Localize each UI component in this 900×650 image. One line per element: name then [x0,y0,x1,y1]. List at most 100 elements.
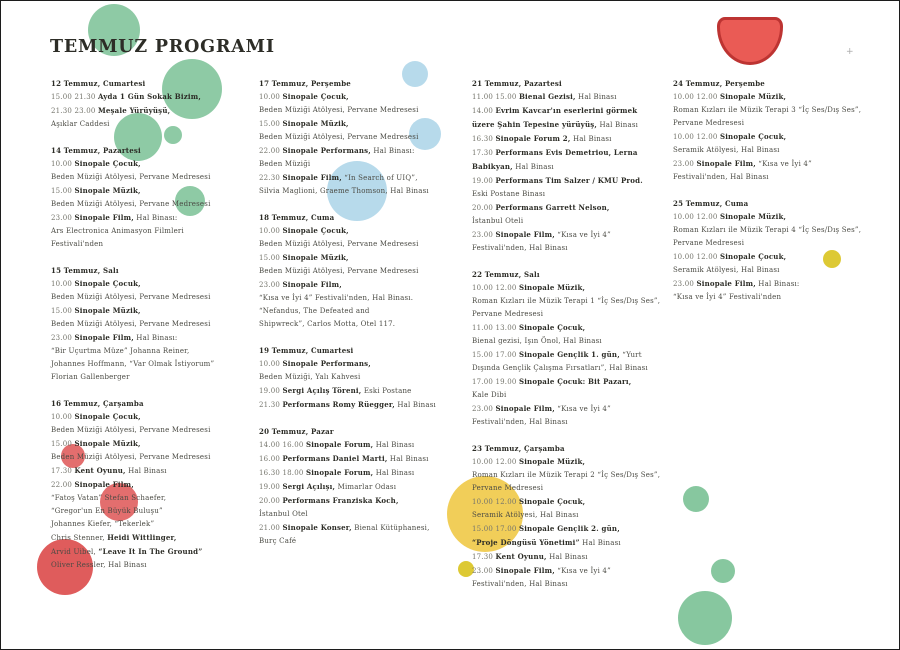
time-label: 20.00 [472,204,496,212]
event-text: Dışında Gençlik Çalışma Fırsatları”, Hal… [472,364,648,372]
program-line: İstanbul Otel [259,508,467,521]
time-label: 10.00 [51,280,75,288]
program-line: 23.00 Sinopale Film, “Kısa ve İyi 4” [472,564,680,578]
event-text: Ars Electronica Animasyon Filmleri [51,227,184,235]
program-line: 22.00 Sinopale Performans, Hal Binası: [259,144,467,158]
program-line: 23.00 Sinopale Film, Hal Binası: [51,331,259,345]
program-line: Beden Müziği Atölyesi, Pervane Medresesi [51,424,259,437]
program-line: Roman Kızları ile Müzik Terapi 2 “İç Ses… [472,469,680,482]
program-line: 10.00 12.00 Sinopale Müzik, [673,90,881,104]
program-line: Arvid Uibel, “Leave It In The Ground” [51,545,259,559]
event-text: Babikyan, [472,162,513,171]
event-text: Johannes Hoffmann, “Var Olmak İstiyorum” [51,360,215,368]
day-header: 21 Temmuz, Pazartesi [472,79,562,88]
event-text: Sinopale Müzik, [74,306,141,315]
program-line: 20.00 Performans Franziska Koch, [259,494,467,508]
event-text: Sergi Açılışı, [282,482,336,491]
program-line: 15.00 Sinopale Müzik, [51,437,259,451]
program-line: 17.30 Kent Oyunu, Hal Binası [472,550,680,564]
program-line: 16.30 Sinopale Forum 2, Hal Binası [472,132,680,146]
time-label: 10.00 12.00 [673,93,720,101]
time-label: 16.30 18.00 [259,469,306,477]
event-text: Seramik Atölyesi, Hal Binası [673,146,780,154]
program-line: 23.00 Sinopale Film, Hal Binası: [673,277,881,291]
event-text: Hal Binası [597,121,639,129]
program-line: 11.00 13.00 Sinopale Çocuk, [472,321,680,335]
program-line: Roman Kızları ile Müzik Terapi 1 “İç Ses… [472,295,680,308]
program-line: Pervane Medresesi [472,308,680,321]
time-label: 16.00 [259,455,283,463]
time-label: 19.00 [259,483,283,491]
program-line: Babikyan, Hal Binası [472,160,680,174]
event-text: Evrim Kavcar'ın eserlerini görmek [495,106,638,115]
program-line: Silvia Maglioni, Graeme Thomson, Hal Bin… [259,185,467,198]
event-text: Sinopale Gençlik 2. gün, [518,524,620,533]
program-day-block: 14 Temmuz, Pazartesi 10.00 Sinopale Çocuk… [51,144,259,251]
day-header: 22 Temmuz, Salı [472,270,540,279]
event-text: Sinopale Forum, [305,468,374,477]
program-line: 17.00 19.00 Sinopale Çocuk: Bit Pazarı, [472,375,680,389]
program-line: “Bir Uçurtma Müze” Johanna Reiner, [51,345,259,358]
time-label: 11.00 15.00 [472,93,519,101]
time-label: 23.00 [472,405,496,413]
program-line: 15.00 Sinopale Müzik, [259,251,467,265]
program-line: 10.00 12.00 Sinopale Çocuk, [472,495,680,509]
day-header: 25 Temmuz, Cuma [673,199,749,208]
event-text: Sinopale Performans, [282,359,371,368]
program-day-block: 22 Temmuz, Salı 10.00 12.00 Sinopale Müzi… [472,268,680,429]
program-line: İstanbul Oteli [472,215,680,228]
program-line: 22.30 Sinopale Film, “In Search of UIQ”, [259,171,467,185]
event-text: Sinopale Film, [282,280,342,289]
time-label: 10.00 12.00 [673,133,720,141]
program-line: Festivali'nden, Hal Binası [472,416,680,429]
program-line: Beden Müziği Atölyesi, Pervane Medresesi [259,265,467,278]
time-label: 15.00 [51,307,75,315]
program-line: Pervane Medresesi [673,237,881,250]
program-line: Beden Müziği Atölyesi, Pervane Medresesi [51,171,259,184]
event-text: Ayda 1 Gün Sokak Bizim, [97,92,201,101]
event-text: “Yurt [619,351,642,359]
program-line: 14.00 16.00 Sinopale Forum, Hal Binası [259,438,467,452]
event-text: Sinopale Müzik, [74,439,141,448]
program-column: 12 Temmuz, Cumartesi 15.00 21.30 Ayda 1 G… [51,77,259,585]
event-text: Sinopale Film, [74,213,134,222]
program-day-block: 20 Temmuz, Pazar 14.00 16.00 Sinopale For… [259,425,467,548]
program-line: Beden Müziği Atölyesi, Pervane Medresesi [51,318,259,331]
program-day-block: 21 Temmuz, Pazartesi 11.00 15.00 Bienal G… [472,77,680,255]
program-line: Bienal gezisi, Işın Önol, Hal Binası [472,335,680,348]
event-text: Aşıklar Caddesi [51,120,110,128]
time-label: 21.30 23.00 [51,107,98,115]
event-text: Sinopale Çocuk, [74,279,141,288]
event-text: Sinopale Forum, [305,440,374,449]
program-line: 15.00 17.00 Sinopale Gençlik 1. gün, “Yu… [472,348,680,362]
event-text: Festivali'nden, Hal Binası [673,173,769,181]
event-text: Burç Café [259,537,297,545]
event-text: Hal Binası: [755,280,800,288]
event-text: Sinopale Müzik, [719,92,787,101]
time-label: 21.30 [259,401,283,409]
event-text: Pervane Medresesi [472,484,544,492]
program-line: Beden Müziği Atölyesi, Pervane Medresesi [51,291,259,304]
program-day-block: 15 Temmuz, Salı 10.00 Sinopale Çocuk, Bede… [51,264,259,384]
event-text: “Fatoş Vatan” Stefan Schaefer, [51,494,167,502]
time-label: 19.00 [472,177,496,185]
event-text: Pervane Medresesi [673,119,745,127]
event-text: Sinopale Film, [282,173,342,182]
decor-circle-blue [409,118,441,150]
event-text: “Kısa ve İyi 4” [554,567,611,575]
day-header: 17 Temmuz, Perşembe [259,79,351,88]
program-line: Eski Postane Binası [472,188,680,201]
program-line: Aşıklar Caddesi [51,118,259,131]
program-day-block: 16 Temmuz, Çarşamba 10.00 Sinopale Çocuk,… [51,397,259,572]
event-text: Beden Müziği Atölyesi, Pervane Medresesi [259,133,419,141]
program-line: 15.00 Sinopale Müzik, [51,184,259,198]
event-text: Hal Binası [394,401,436,409]
program-line: 15.00 Sinopale Müzik, [259,117,467,131]
program-line: 10.00 12.00 Sinopale Müzik, [472,455,680,469]
program-line: “Nefandus, The Defeated and [259,305,467,318]
event-text: Sinopale Müzik, [518,457,586,466]
day-header: 23 Temmuz, Çarşamba [472,444,565,453]
event-text: Hal Binası [125,467,167,475]
day-header: 15 Temmuz, Salı [51,266,119,275]
decor-circle-red [61,444,85,468]
